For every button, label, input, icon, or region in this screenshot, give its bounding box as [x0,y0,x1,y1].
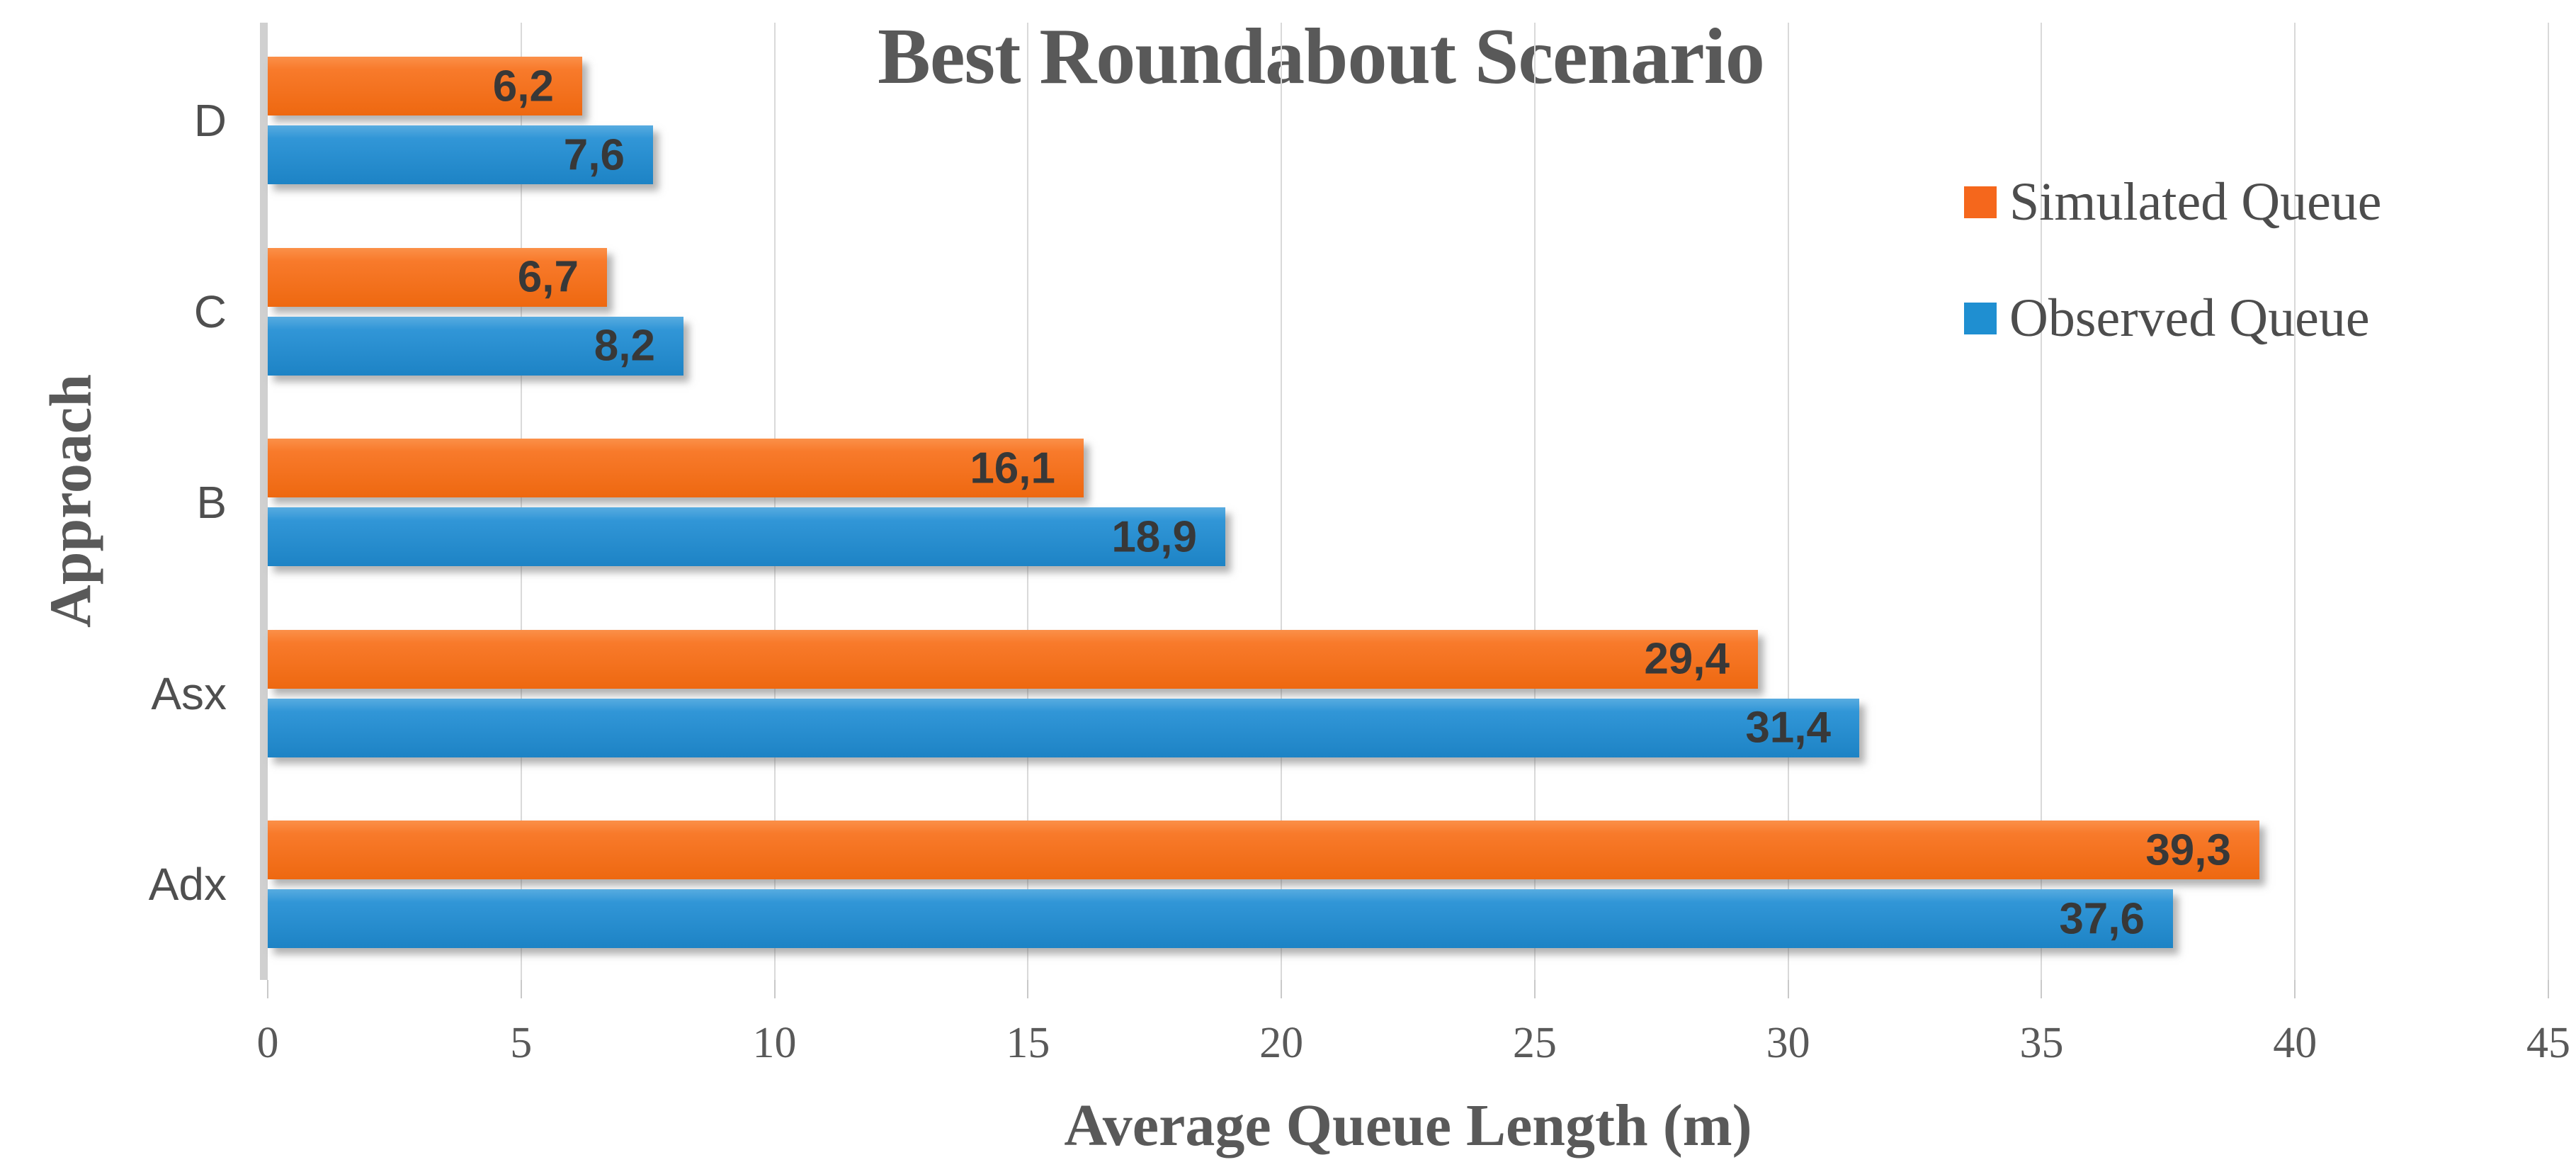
tick-label-10: 10 [752,1019,797,1067]
gridline-5 [520,23,522,980]
gridline-35 [2041,23,2043,980]
legend-label-simulated-queue: Simulated Queue [2009,171,2382,232]
tick-label-30: 30 [1766,1019,1810,1067]
tick-mark-40 [2294,980,2296,998]
tick-mark-45 [2548,980,2549,998]
data-label-simulated-queue-d: 6,2 [492,62,554,111]
tick-label-40: 40 [2273,1019,2317,1067]
tick-label-35: 35 [2019,1019,2064,1067]
gridline-15 [1027,23,1029,980]
data-label-observed-queue-asx: 31,4 [1745,703,1831,752]
tick-mark-30 [1787,980,1789,998]
gridline-40 [2294,23,2296,980]
tick-label-25: 25 [1512,1019,1557,1067]
category-label-d: D [193,95,227,146]
y-axis-title: Approach [38,374,104,628]
bar-observed-queue-c: 8,2 [268,316,683,376]
tick-label-45: 45 [2526,1019,2570,1067]
tick-mark-10 [773,980,776,998]
x-axis-title: Average Queue Length (m) [1064,1093,1752,1158]
legend-marker-observed-queue-icon [1964,302,1997,334]
gridline-45 [2548,23,2549,980]
bar-observed-queue-asx: 31,4 [268,698,1859,757]
category-label-c: C [193,286,227,337]
data-label-simulated-queue-adx: 39,3 [2145,825,2231,874]
data-label-simulated-queue-c: 6,7 [517,252,579,302]
bar-simulated-queue-c: 6,7 [268,247,607,307]
data-label-observed-queue-adx: 37,6 [2059,894,2145,943]
legend-item-observed-queue: Observed Queue [1964,286,2370,350]
data-label-observed-queue-d: 7,6 [563,130,625,179]
bar-observed-queue-d: 7,6 [268,125,653,184]
gridline-25 [1533,23,1536,980]
tick-mark-5 [520,980,522,998]
gridline-20 [1281,23,1283,980]
bar-observed-queue-adx: 37,6 [268,889,2173,948]
y-axis-line [260,23,268,980]
bar-simulated-queue-adx: 39,3 [268,821,2259,879]
gridline-30 [1787,23,1789,980]
tick-mark-15 [1027,980,1029,998]
tick-mark-35 [2041,980,2043,998]
data-label-simulated-queue-b: 16,1 [970,444,1055,492]
bar-simulated-queue-b: 16,1 [268,439,1084,497]
bar-observed-queue-b: 18,9 [268,507,1225,566]
legend-item-simulated-queue: Simulated Queue [1964,170,2382,234]
tick-mark-20 [1281,980,1283,998]
gridline-10 [773,23,776,980]
data-label-simulated-queue-asx: 29,4 [1644,634,1730,684]
legend-marker-simulated-queue-icon [1964,186,1997,218]
legend-label-observed-queue: Observed Queue [2009,288,2370,348]
plot-area: 6,2 7,6 6,7 8,2 16,1 18,9 29,4 31,4 39,3 37,6 [260,23,2549,980]
bar-simulated-queue-asx: 29,4 [268,629,1758,689]
category-label-adx: Adx [148,859,227,910]
bar-simulated-queue-d: 6,2 [268,57,582,115]
data-label-observed-queue-c: 8,2 [594,321,655,371]
tick-label-15: 15 [1006,1019,1050,1067]
tick-label-5: 5 [510,1019,533,1067]
tick-mark-25 [1533,980,1536,998]
category-label-b: B [196,477,227,528]
data-label-observed-queue-b: 18,9 [1111,512,1197,561]
tick-mark-0 [267,980,268,998]
tick-label-0: 0 [256,1019,279,1067]
chart-title: Best Roundabout Scenario [878,13,1765,101]
category-label-asx: Asx [151,667,227,719]
tick-label-20: 20 [1259,1019,1304,1067]
